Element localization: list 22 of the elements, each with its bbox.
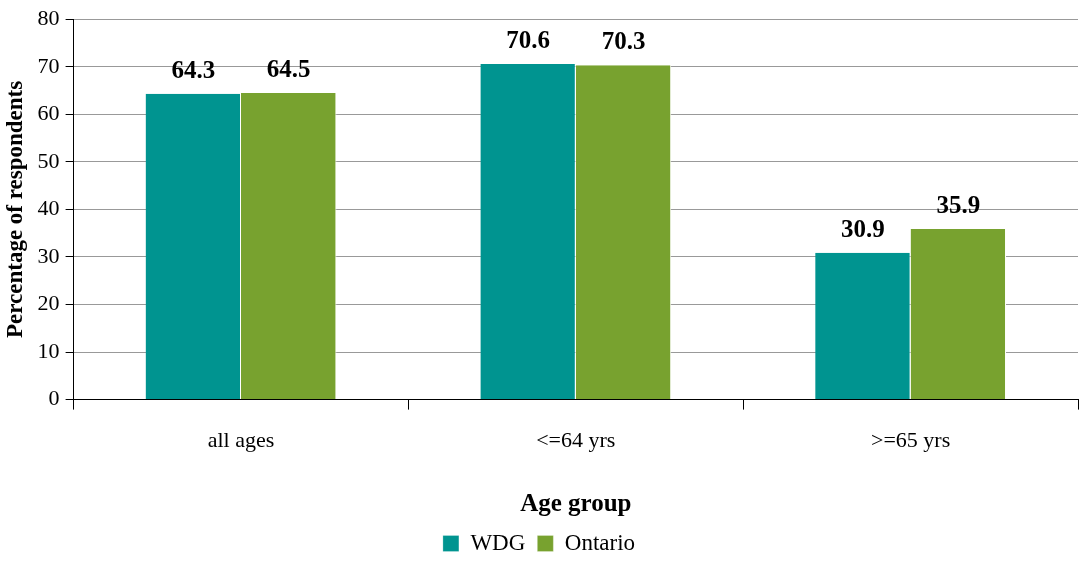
data-label: 64.3: [171, 55, 216, 83]
legend-label: WDG: [470, 529, 526, 555]
x-tick-label: >=65 yrs: [871, 426, 951, 452]
y-tick-label: 60: [37, 100, 60, 126]
legend-label: Ontario: [564, 529, 636, 555]
y-tick-label: 40: [37, 195, 60, 221]
y-tick-label: 30: [37, 242, 60, 268]
y-tick-label: 50: [37, 147, 60, 173]
y-tick-label: 10: [37, 337, 60, 363]
x-tick-label: <=64 yrs: [536, 426, 616, 452]
data-label: 30.9: [841, 214, 885, 242]
data-label: 70.3: [601, 27, 646, 55]
y-tick-label: 70: [37, 52, 60, 78]
x-axis-title: Age group: [520, 489, 632, 517]
y-tick-label: 0: [48, 385, 60, 411]
data-label: 64.5: [266, 54, 311, 82]
x-tick-label: all ages: [207, 426, 275, 452]
data-label: 70.6: [506, 25, 550, 53]
y-tick-label: 20: [37, 290, 60, 316]
y-axis-title: Percentage of respondents: [1, 80, 27, 339]
y-tick-label: 80: [37, 4, 60, 30]
data-label: 35.9: [936, 190, 981, 218]
